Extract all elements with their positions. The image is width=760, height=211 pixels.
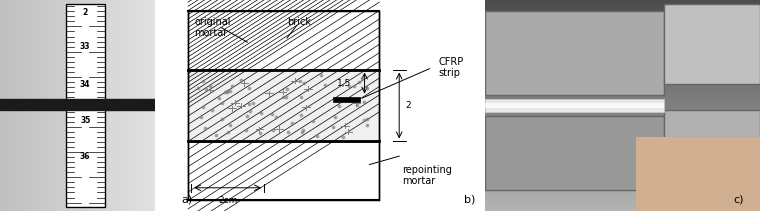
Point — [200, 87, 212, 91]
Point — [328, 115, 340, 118]
Point — [204, 85, 217, 88]
Point — [240, 128, 252, 131]
Point — [242, 87, 255, 90]
Point — [224, 89, 236, 93]
Point — [319, 83, 331, 86]
Point — [197, 106, 209, 109]
Point — [267, 129, 279, 132]
Point — [270, 116, 282, 119]
Point — [333, 104, 345, 108]
Text: brick: brick — [287, 17, 311, 27]
Bar — [485, 103, 663, 108]
Text: CFRP
strip: CFRP strip — [439, 57, 464, 78]
Text: b): b) — [464, 195, 475, 205]
Point — [361, 117, 373, 120]
Point — [358, 118, 370, 122]
Point — [277, 95, 289, 99]
Point — [217, 118, 229, 121]
Text: repointing
mortar: repointing mortar — [403, 165, 452, 186]
Point — [350, 103, 363, 107]
Point — [286, 121, 298, 124]
Text: 36: 36 — [80, 152, 90, 161]
Text: 2: 2 — [83, 8, 88, 17]
Point — [235, 78, 247, 81]
Point — [360, 87, 372, 90]
Point — [255, 111, 268, 114]
Point — [281, 88, 293, 91]
Point — [214, 96, 226, 99]
Point — [310, 134, 322, 137]
Point — [315, 73, 327, 76]
Point — [358, 100, 370, 103]
Point — [197, 79, 209, 82]
Point — [195, 116, 207, 119]
Bar — [66, 4, 105, 207]
Point — [306, 120, 318, 123]
Point — [242, 102, 255, 106]
Point — [219, 90, 231, 94]
Text: original
mortar: original mortar — [195, 17, 231, 38]
Point — [356, 77, 368, 80]
Point — [211, 134, 223, 137]
Text: 2cm: 2cm — [218, 196, 237, 205]
Bar — [333, 96, 359, 102]
Text: c): c) — [733, 195, 743, 205]
Text: a): a) — [182, 195, 192, 205]
Point — [353, 80, 365, 84]
Point — [206, 108, 218, 112]
Point — [217, 101, 229, 104]
Point — [254, 131, 266, 135]
Bar — [485, 116, 663, 190]
Point — [337, 135, 349, 138]
Text: 1,5: 1,5 — [337, 78, 351, 88]
Point — [294, 79, 306, 83]
Point — [265, 113, 277, 116]
Bar — [188, 70, 379, 141]
Point — [223, 124, 236, 127]
Point — [327, 125, 339, 129]
Bar — [0, 99, 155, 110]
Point — [221, 91, 233, 94]
Point — [226, 84, 239, 87]
Point — [221, 89, 233, 93]
Text: 2: 2 — [406, 101, 411, 110]
Point — [221, 131, 233, 134]
Text: 35: 35 — [80, 116, 90, 125]
Point — [199, 127, 211, 130]
Bar — [636, 137, 760, 211]
Point — [295, 113, 307, 116]
Bar — [663, 110, 760, 190]
Point — [298, 81, 310, 84]
Bar — [485, 11, 663, 95]
Point — [343, 85, 355, 88]
Text: 34: 34 — [80, 80, 90, 89]
Point — [244, 110, 256, 113]
Point — [280, 95, 293, 99]
Bar — [66, 4, 105, 207]
Point — [296, 131, 308, 134]
Polygon shape — [188, 11, 379, 70]
Point — [246, 101, 258, 105]
Point — [361, 123, 373, 126]
Point — [282, 131, 294, 134]
Point — [241, 115, 253, 118]
Text: 33: 33 — [80, 42, 90, 51]
Point — [295, 95, 307, 99]
Polygon shape — [188, 141, 379, 200]
Point — [192, 87, 204, 90]
Bar — [485, 99, 663, 112]
Bar — [663, 4, 760, 84]
Point — [348, 84, 360, 88]
Point — [297, 128, 309, 131]
